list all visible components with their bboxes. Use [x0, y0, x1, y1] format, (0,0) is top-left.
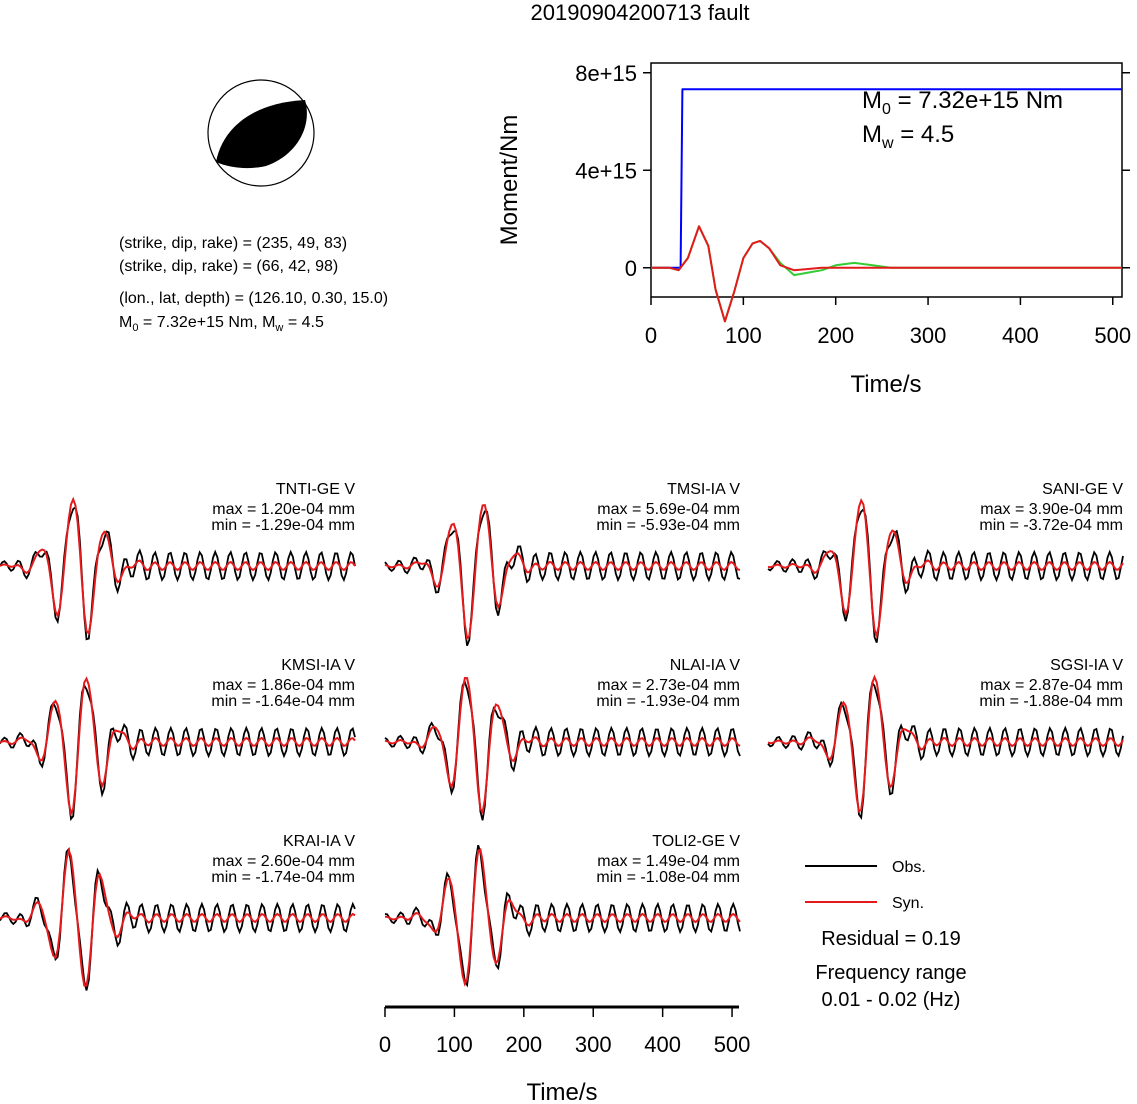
- beachball: [207, 79, 315, 187]
- synthetic-trace: [767, 674, 1124, 813]
- station-max: max = 5.69e-04 mm: [597, 501, 740, 518]
- observed-trace: [384, 510, 741, 647]
- waveform-xtick-label: 0: [379, 1032, 391, 1057]
- synthetic-trace: [767, 497, 1124, 639]
- station-max: max = 2.73e-04 mm: [597, 677, 740, 694]
- station-name: NLAI-IA V: [670, 657, 741, 674]
- moment-xtick-label: 500: [1094, 323, 1131, 348]
- synthetic-trace: [384, 847, 741, 987]
- synthetic-trace: [0, 676, 356, 817]
- moment-chart: 8e+15 4e+15 0 0 100 200 300 400 500 Moment/Nm T…: [496, 61, 1131, 398]
- moment-xtick-label: 300: [910, 323, 947, 348]
- station-min: min = -1.74e-04 mm: [211, 869, 355, 886]
- station-name: SGSI-IA V: [1050, 657, 1123, 674]
- moment-ytick-label: 4e+15: [575, 158, 637, 183]
- legend-obs-label: Obs.: [892, 859, 926, 876]
- station-name: TOLI2-GE V: [652, 833, 740, 850]
- moment-x-label: Time/s: [850, 371, 921, 398]
- station-max: max = 1.20e-04 mm: [212, 501, 355, 518]
- nodal-plane-2: (strike, dip, rake) = (66, 42, 98): [119, 258, 338, 275]
- station-min: min = -5.93e-04 mm: [596, 517, 740, 534]
- moment-ytick-label: 0: [625, 256, 637, 281]
- event-location: (lon., lat, depth) = (126.10, 0.30, 15.0…: [119, 290, 388, 307]
- waveform-xtick-label: 200: [505, 1032, 542, 1057]
- station-min: min = -1.88e-04 mm: [979, 693, 1123, 710]
- observed-trace: [767, 507, 1124, 643]
- station-min: min = -1.29e-04 mm: [211, 517, 355, 534]
- station-min: min = -1.93e-04 mm: [596, 693, 740, 710]
- moment-summary: M0 = 7.32e+15 Nm, Mw = 4.5: [119, 314, 324, 334]
- beachball-compression: [216, 100, 307, 169]
- waveform-time-axis: Time/s 0 100 200 300 400 500: [379, 1005, 751, 1104]
- station-max: max = 1.86e-04 mm: [212, 677, 355, 694]
- moment-plot-frame: [650, 62, 1123, 298]
- station-max: max = 2.60e-04 mm: [212, 853, 355, 870]
- synthetic-trace: [384, 676, 741, 816]
- synthetic-trace: [0, 496, 356, 636]
- station-min: min = -3.72e-04 mm: [979, 517, 1123, 534]
- station-min: min = -1.64e-04 mm: [211, 693, 355, 710]
- moment-xtick-label: 400: [1002, 323, 1039, 348]
- moment-mw-annotation: Mw = 4.5: [862, 121, 954, 152]
- waveform-xtick-label: 500: [714, 1032, 751, 1057]
- station-max: max = 1.49e-04 mm: [597, 853, 740, 870]
- moment-xtick-label: 0: [645, 323, 657, 348]
- station-name: TNTI-GE V: [276, 481, 355, 498]
- frequency-value: 0.01 - 0.02 (Hz): [822, 989, 961, 1011]
- waveform-x-label: Time/s: [526, 1079, 597, 1104]
- legend-syn-label: Syn.: [892, 895, 924, 912]
- waveform-xtick-label: 400: [644, 1032, 681, 1057]
- moment-xtick-label: 100: [725, 323, 762, 348]
- station-min: min = -1.08e-04 mm: [596, 869, 740, 886]
- station-name: KMSI-IA V: [281, 657, 355, 674]
- station-name: KRAI-IA V: [283, 833, 355, 850]
- synthetic-trace: [384, 503, 741, 641]
- figure-title: 20190904200713 fault: [531, 0, 750, 25]
- moment-m0-annotation: M0 = 7.32e+15 Nm: [862, 87, 1063, 118]
- station-max: max = 3.90e-04 mm: [980, 501, 1123, 518]
- moment-y-label: Moment/Nm: [496, 115, 523, 246]
- station-max: max = 2.87e-04 mm: [980, 677, 1123, 694]
- moment-ytick-label: 8e+15: [575, 61, 637, 86]
- source-parameters: (strike, dip, rake) = (235, 49, 83) (str…: [119, 235, 388, 334]
- residual-text: Residual = 0.19: [821, 928, 961, 950]
- nodal-plane-1: (strike, dip, rake) = (235, 49, 83): [119, 235, 347, 252]
- waveform-xtick-label: 300: [575, 1032, 612, 1057]
- waveform-xtick-label: 100: [436, 1032, 473, 1057]
- synthetic-trace: [0, 847, 356, 987]
- legend: Obs. Syn. Residual = 0.19 Frequency rang…: [805, 859, 967, 1011]
- station-name: SANI-GE V: [1042, 481, 1123, 498]
- moment-rate-line: [651, 225, 1122, 323]
- moment-xtick-label: 200: [817, 323, 854, 348]
- station-name: TMSI-IA V: [667, 481, 740, 498]
- frequency-title: Frequency range: [815, 962, 966, 984]
